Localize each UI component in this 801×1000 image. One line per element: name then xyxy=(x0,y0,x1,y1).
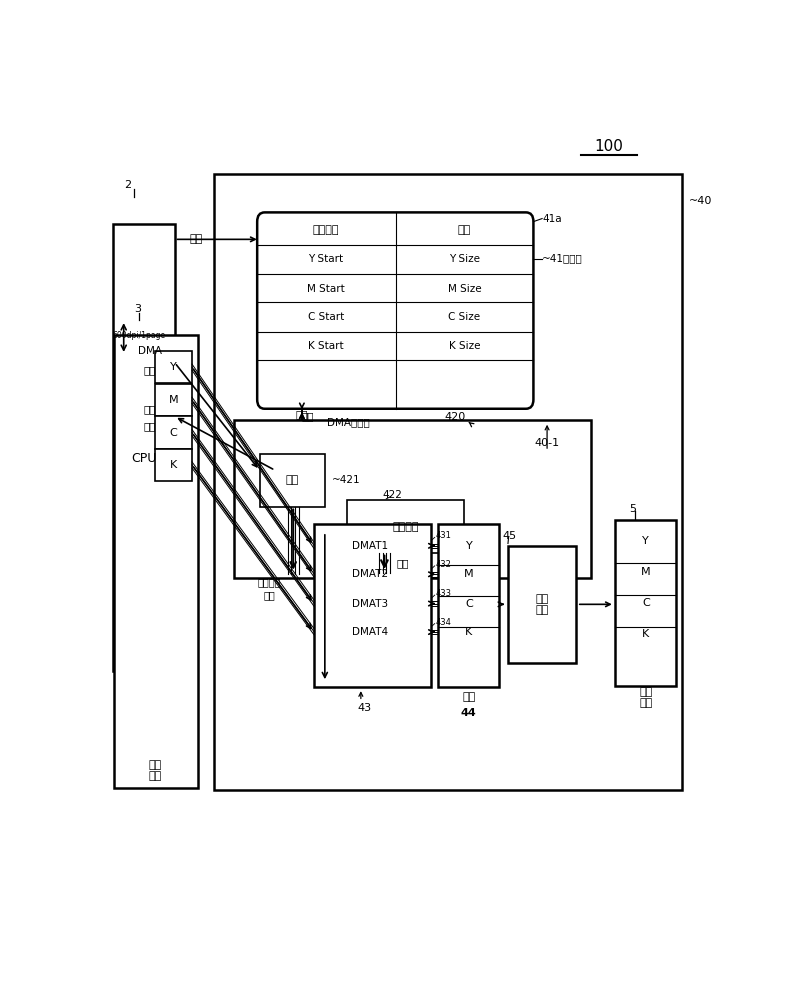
Text: K Size: K Size xyxy=(449,341,481,351)
Text: 600dpi/1page: 600dpi/1page xyxy=(112,331,165,340)
Text: 尺寸: 尺寸 xyxy=(263,590,275,600)
Text: 431: 431 xyxy=(436,531,451,540)
Text: C Start: C Start xyxy=(308,312,344,322)
Bar xyxy=(214,174,682,790)
Bar xyxy=(112,224,175,671)
Text: 43: 43 xyxy=(358,703,372,713)
Text: 44: 44 xyxy=(461,708,477,718)
Text: Y Size: Y Size xyxy=(449,254,480,264)
Text: 图像
处理: 图像 处理 xyxy=(536,594,549,615)
Text: 参照: 参照 xyxy=(296,409,308,419)
Text: 5: 5 xyxy=(629,504,636,514)
Text: 3: 3 xyxy=(135,304,141,314)
Text: 433: 433 xyxy=(436,589,451,598)
Text: 完成: 完成 xyxy=(143,421,156,431)
Text: Y Start: Y Start xyxy=(308,254,344,264)
Text: 子存
储器: 子存 储器 xyxy=(639,687,652,708)
Text: DMAT4: DMAT4 xyxy=(352,627,388,637)
Text: Y: Y xyxy=(642,536,649,546)
Text: 设定: 设定 xyxy=(190,234,203,244)
Text: C: C xyxy=(170,428,177,438)
Text: 启动: 启动 xyxy=(286,475,300,485)
Text: 一页: 一页 xyxy=(143,404,156,414)
Text: 432: 432 xyxy=(436,560,451,569)
Bar xyxy=(155,416,192,449)
Text: DMA: DMA xyxy=(138,346,162,356)
Text: M: M xyxy=(641,567,650,577)
Bar xyxy=(155,384,192,416)
Bar xyxy=(155,351,192,383)
Bar xyxy=(260,454,325,507)
Bar xyxy=(155,449,192,481)
Bar xyxy=(114,335,198,788)
Bar xyxy=(508,546,576,663)
Text: M Size: M Size xyxy=(448,284,481,294)
Bar xyxy=(347,500,464,553)
Text: M: M xyxy=(464,569,473,579)
Text: M Start: M Start xyxy=(308,284,345,294)
Text: ~421: ~421 xyxy=(332,475,360,485)
Text: 开始地址: 开始地址 xyxy=(313,225,340,235)
Text: 主存
储器: 主存 储器 xyxy=(149,760,162,781)
Text: 100: 100 xyxy=(594,139,624,154)
Text: 420: 420 xyxy=(445,412,466,422)
Text: C Size: C Size xyxy=(449,312,481,322)
Text: DMAT3: DMAT3 xyxy=(352,599,388,609)
Text: C: C xyxy=(642,598,650,608)
FancyBboxPatch shape xyxy=(257,212,533,409)
Text: ~41寄存器: ~41寄存器 xyxy=(542,254,583,264)
Text: DMAT1: DMAT1 xyxy=(352,541,388,551)
Bar xyxy=(234,420,590,578)
Text: K: K xyxy=(642,629,650,639)
Text: ~40: ~40 xyxy=(689,196,712,206)
Text: 开始地址: 开始地址 xyxy=(257,577,280,587)
Text: Y: Y xyxy=(170,362,177,372)
Bar xyxy=(438,524,499,687)
Text: 41a: 41a xyxy=(542,214,562,224)
Text: CPU: CPU xyxy=(131,452,156,465)
Text: C: C xyxy=(465,599,473,609)
Text: Y: Y xyxy=(465,541,473,551)
Text: 434: 434 xyxy=(436,618,451,627)
Text: K Start: K Start xyxy=(308,341,344,351)
Text: DMAT2: DMAT2 xyxy=(352,569,388,579)
Text: 尺寸: 尺寸 xyxy=(458,225,471,235)
Text: M: M xyxy=(168,395,178,405)
Text: K: K xyxy=(170,460,177,470)
Text: K: K xyxy=(465,627,473,637)
Text: 缓存: 缓存 xyxy=(462,692,476,702)
Text: 2: 2 xyxy=(124,180,131,190)
Text: DMA控制部: DMA控制部 xyxy=(327,417,369,427)
Text: 40-1: 40-1 xyxy=(535,438,560,448)
Text: 参照: 参照 xyxy=(302,411,314,421)
Bar xyxy=(615,520,676,686)
Text: 45: 45 xyxy=(502,531,517,541)
Text: 完成监视: 完成监视 xyxy=(392,522,419,532)
Text: 完成: 完成 xyxy=(396,559,409,569)
Text: 422: 422 xyxy=(383,490,402,500)
Bar xyxy=(314,524,431,687)
Text: 开始: 开始 xyxy=(143,365,156,375)
